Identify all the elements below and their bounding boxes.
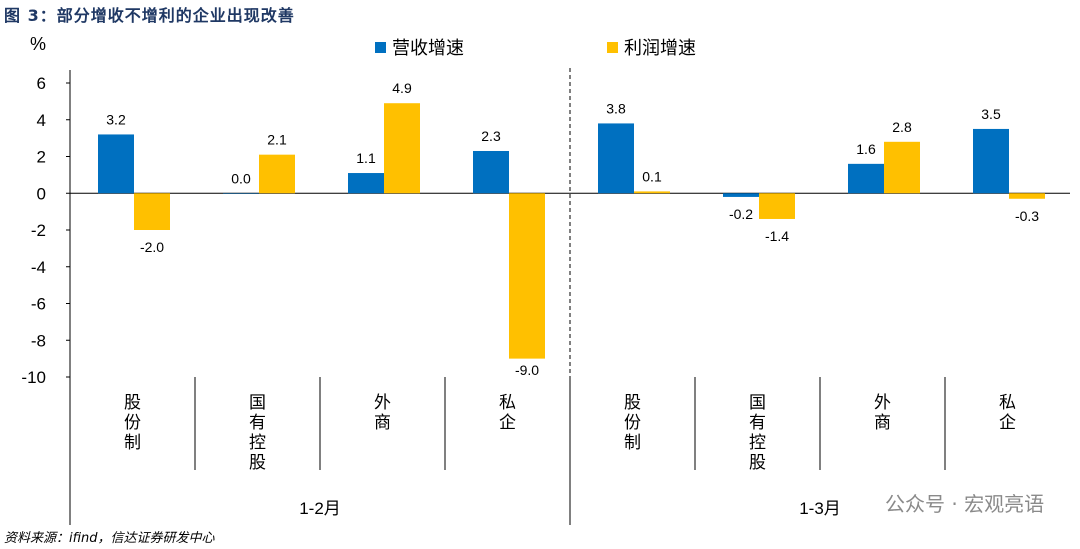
source-note: 资料来源：ifind，信达证券研发中心 [4,531,215,546]
data-label: 3.2 [106,111,126,127]
group-label: 1-3月 [799,499,841,518]
data-label: 2.1 [267,132,287,148]
category-label: 国有控股 [749,393,766,472]
data-label: 3.5 [981,106,1001,122]
category-label: 外商 [874,393,891,432]
category-label: 股份制 [624,393,641,452]
y-axis-label: % [30,34,46,54]
y-tick-label: -10 [21,368,46,387]
bar-profit [134,193,170,230]
data-label: 3.8 [606,100,626,116]
bar-profit [759,193,795,219]
bar-profit [509,193,545,359]
y-tick-label: -2 [31,221,46,240]
bar-profit [634,191,670,194]
y-tick-label: -4 [31,258,46,277]
bar-profit [384,103,420,194]
bar-revenue [348,173,384,194]
bar-revenue [473,150,509,194]
category-label: 股份制 [124,393,141,452]
chart-title: 图 3：部分增收不增利的企业出现改善 [4,6,295,25]
data-label: 4.9 [392,80,412,96]
legend-label: 利润增速 [624,38,696,58]
y-tick-label: -8 [31,331,46,350]
group-label: 1-2月 [299,499,341,518]
data-label: 1.1 [356,150,376,166]
watermark: 公众号 · 宏观亮语 [885,492,1045,516]
data-label: 0.0 [231,170,251,186]
data-label: -0.3 [1015,208,1039,224]
bar-profit [259,154,295,194]
legend-swatch [375,42,386,53]
data-label: -1.4 [765,228,789,244]
y-tick-label: -6 [31,295,46,314]
bar-profit [884,141,920,194]
bar-profit [1009,193,1045,199]
data-label: -2.0 [140,239,164,255]
data-label: 2.8 [892,119,912,135]
y-tick-label: 0 [37,184,46,203]
bar-revenue [973,128,1009,194]
bar-revenue [223,193,259,194]
category-label: 私企 [999,393,1016,432]
bar-revenue [598,123,634,194]
data-label: -0.2 [729,206,753,222]
bar-revenue [98,134,134,194]
legend-label: 营收增速 [392,38,464,58]
data-label: 1.6 [856,141,876,157]
y-tick-label: 6 [37,74,46,93]
y-tick-label: 4 [37,111,46,130]
data-label: 2.3 [481,128,501,144]
data-label: 0.1 [642,168,662,184]
bar-revenue [848,163,884,194]
legend-swatch [607,42,618,53]
bar-revenue [723,193,759,197]
data-label: -9.0 [515,362,539,378]
category-label: 私企 [499,393,516,432]
category-label: 外商 [374,393,391,432]
category-label: 国有控股 [249,393,266,472]
y-tick-label: 2 [37,148,46,167]
